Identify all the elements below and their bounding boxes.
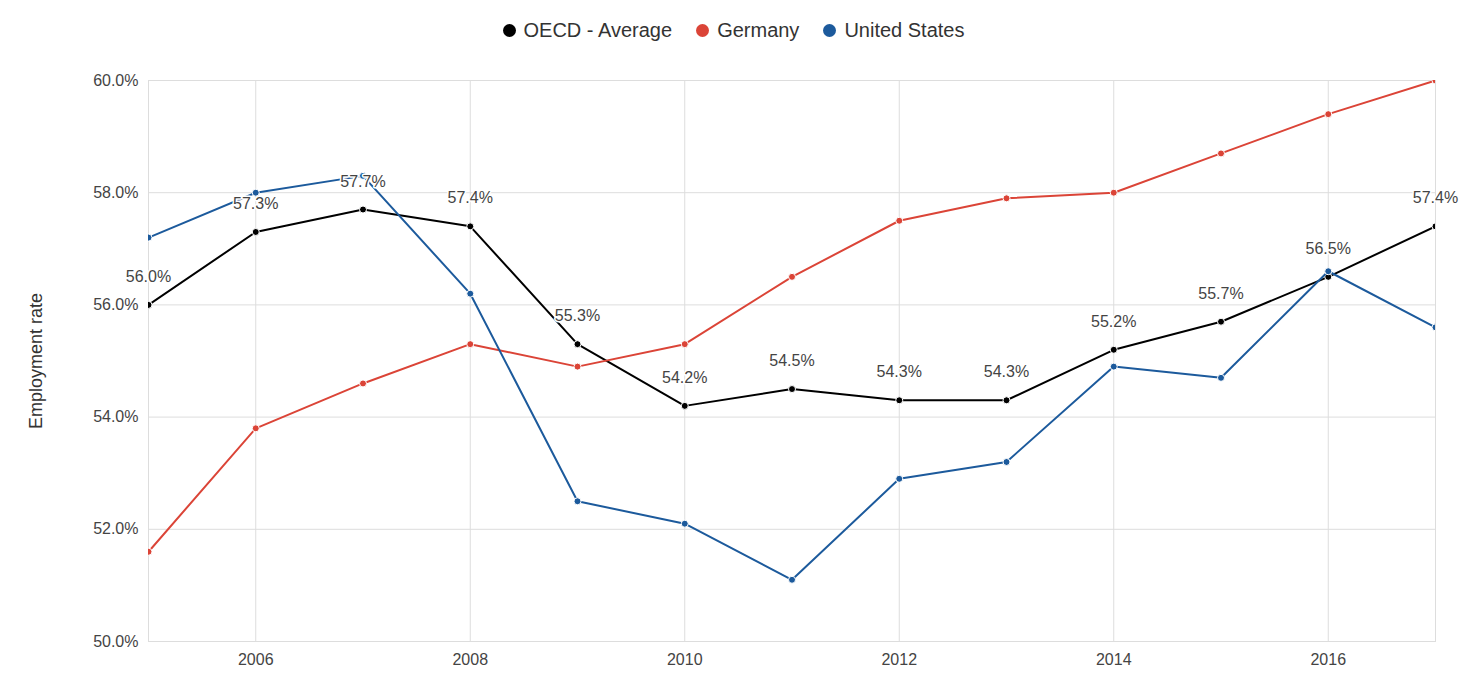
svg-text:60.0%: 60.0% xyxy=(93,72,138,89)
svg-text:Employment rate: Employment rate xyxy=(26,293,46,429)
svg-text:57.3%: 57.3% xyxy=(233,195,278,212)
svg-text:2010: 2010 xyxy=(667,651,703,668)
svg-text:57.4%: 57.4% xyxy=(1413,189,1458,206)
svg-text:50.0%: 50.0% xyxy=(93,633,138,650)
svg-text:2016: 2016 xyxy=(1310,651,1346,668)
svg-text:56.0%: 56.0% xyxy=(126,268,171,285)
svg-text:54.2%: 54.2% xyxy=(662,369,707,386)
svg-text:2012: 2012 xyxy=(881,651,917,668)
svg-text:54.3%: 54.3% xyxy=(877,363,922,380)
svg-text:54.0%: 54.0% xyxy=(93,408,138,425)
svg-text:55.7%: 55.7% xyxy=(1198,285,1243,302)
svg-text:56.5%: 56.5% xyxy=(1306,240,1351,257)
svg-text:57.7%: 57.7% xyxy=(340,173,385,190)
svg-text:57.4%: 57.4% xyxy=(448,189,493,206)
svg-text:55.3%: 55.3% xyxy=(555,307,600,324)
svg-text:55.2%: 55.2% xyxy=(1091,313,1136,330)
svg-text:54.3%: 54.3% xyxy=(984,363,1029,380)
html-text:OECD - Average: OECD - Average xyxy=(523,18,673,41)
html-text:Germany: Germany xyxy=(717,18,800,41)
svg-text:52.0%: 52.0% xyxy=(93,520,138,537)
svg-text:2008: 2008 xyxy=(452,651,488,668)
svg-text:54.5%: 54.5% xyxy=(769,352,814,369)
svg-text:2014: 2014 xyxy=(1096,651,1132,668)
svg-text:58.0%: 58.0% xyxy=(93,184,138,201)
svg-text:56.0%: 56.0% xyxy=(93,296,138,313)
svg-text:2006: 2006 xyxy=(238,651,274,668)
html-text:United States: United States xyxy=(844,18,965,41)
